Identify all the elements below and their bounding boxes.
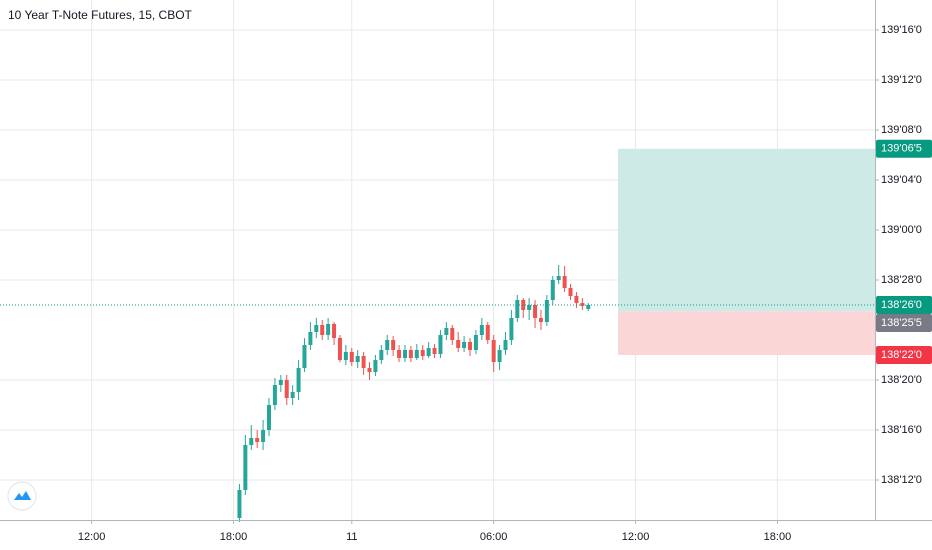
candle-body	[491, 340, 496, 362]
candle-body	[267, 405, 272, 430]
chart-title: 10 Year T-Note Futures, 15, CBOT	[8, 8, 193, 22]
candle-body	[432, 348, 437, 354]
candle-body	[278, 380, 283, 385]
candle-body	[326, 324, 331, 335]
candle-body	[456, 340, 461, 348]
candle-body	[391, 340, 396, 350]
candle-body	[302, 345, 307, 368]
y-tick-label: 139'16'0	[881, 24, 922, 36]
candle-body	[586, 305, 591, 309]
candles	[0, 265, 875, 522]
price-tag	[876, 314, 932, 332]
price-tag	[876, 346, 932, 364]
candle-body	[521, 300, 526, 310]
candle-body	[426, 348, 431, 356]
candle-body	[308, 332, 313, 345]
position-zones	[618, 148, 875, 355]
candle-body	[249, 438, 254, 445]
logo-mark	[14, 491, 31, 500]
axes: 139'16'0 139'12'0 139'08'0 139'04'0 139'00'0…	[78, 24, 932, 543]
candle-body	[272, 385, 277, 405]
candle-body	[556, 276, 561, 280]
loss-zone	[618, 311, 875, 355]
candle-body	[355, 356, 360, 362]
candle-body	[296, 368, 301, 392]
price-tag-label: 139'06'5	[881, 143, 922, 155]
x-tick-label: 12:00	[622, 531, 650, 543]
candle-body	[414, 350, 419, 358]
candle-body	[574, 296, 579, 303]
profit-zone	[618, 148, 875, 312]
y-tick-label: 139'04'0	[881, 174, 922, 186]
candle-body	[479, 325, 484, 335]
y-tick-label: 139'12'0	[881, 74, 922, 86]
candle-body	[420, 350, 425, 356]
price-tag-label: 138'22'0	[881, 349, 922, 361]
candle-body	[320, 325, 325, 335]
candle-body	[243, 445, 248, 490]
candle-body	[509, 318, 514, 340]
candle-body	[538, 318, 543, 322]
logo-circle	[7, 481, 37, 511]
candle-body	[503, 340, 508, 350]
candle-body	[314, 325, 319, 332]
candle-body	[367, 368, 372, 372]
candle-body	[562, 276, 567, 288]
price-tag	[876, 139, 932, 158]
x-tick-label: 11	[346, 531, 357, 543]
x-tick-label: 18:00	[220, 531, 248, 543]
candle-body	[468, 342, 473, 350]
x-tick-label: 12:00	[78, 531, 106, 543]
candle-body	[527, 305, 532, 310]
candle-body	[385, 340, 390, 350]
candle-body	[450, 328, 455, 340]
candle-body	[237, 490, 242, 518]
candle-body	[402, 350, 407, 358]
candle-body	[255, 438, 260, 442]
price-tag	[876, 296, 932, 314]
y-tick-label: 139'08'0	[881, 124, 922, 136]
candle-body	[361, 356, 366, 368]
candle-body	[397, 350, 402, 358]
logo[interactable]	[7, 481, 37, 511]
candle-body	[290, 392, 295, 398]
candle-body	[379, 350, 384, 360]
candle-body	[438, 335, 443, 354]
candle-body	[497, 350, 502, 362]
candle-body	[533, 305, 538, 318]
candle-body	[550, 280, 555, 300]
candle-body	[373, 360, 378, 372]
y-tick-label: 139'00'0	[881, 224, 922, 236]
candle-body	[261, 430, 266, 442]
y-tick-label: 138'20'0	[881, 374, 922, 386]
candle-body	[349, 352, 354, 362]
price-tag-label: 138'25'5	[881, 317, 922, 329]
candle-body	[485, 325, 490, 340]
candle-body	[444, 328, 449, 335]
candle-body	[343, 352, 348, 360]
price-tag-label: 138'26'0	[881, 299, 922, 311]
candle-body	[408, 350, 413, 358]
candle-body	[284, 380, 289, 398]
y-tick-label: 138'16'0	[881, 424, 922, 436]
candle-body	[568, 288, 573, 296]
candle-body	[473, 335, 478, 350]
candle-body	[332, 324, 337, 338]
candle-body	[462, 342, 467, 348]
candle-body	[515, 300, 520, 318]
candle-body	[544, 300, 549, 322]
x-tick-label: 18:00	[764, 531, 792, 543]
x-tick-label: 06:00	[480, 531, 508, 543]
candle-body	[337, 338, 342, 360]
y-tick-label: 138'12'0	[881, 474, 922, 486]
y-tick-label: 138'28'0	[881, 274, 922, 286]
